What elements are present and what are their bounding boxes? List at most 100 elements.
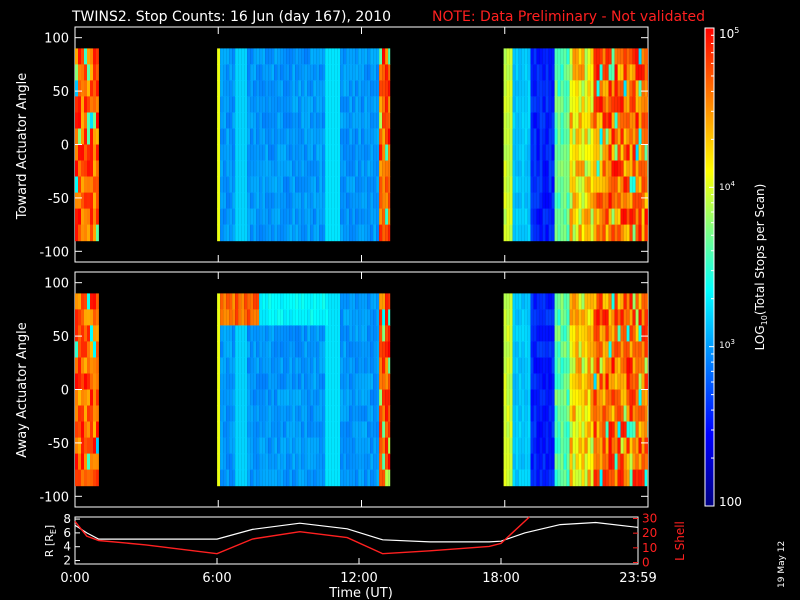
heatmap-cell bbox=[626, 389, 630, 407]
heatmap-cell bbox=[539, 357, 543, 375]
heatmap-cell bbox=[608, 192, 612, 210]
heatmap-cell bbox=[271, 96, 275, 113]
heatmap-cell bbox=[253, 176, 257, 194]
heatmap-cell bbox=[521, 309, 525, 326]
r-tick-label: 6 bbox=[63, 526, 71, 540]
heatmap-cell bbox=[346, 48, 350, 65]
heatmap-cell bbox=[605, 293, 609, 310]
heatmap-cell bbox=[310, 144, 314, 162]
heatmap-cell bbox=[551, 357, 555, 375]
heatmap-cell bbox=[319, 144, 323, 162]
heatmap-cell bbox=[503, 176, 507, 194]
heatmap-cell bbox=[220, 325, 224, 342]
heatmap-cell bbox=[611, 437, 615, 455]
heatmap-cell bbox=[638, 405, 642, 423]
heatmap-cell bbox=[521, 80, 525, 97]
heatmap-cell bbox=[346, 96, 350, 113]
heatmap-cell bbox=[536, 48, 540, 65]
heatmap-cell bbox=[503, 357, 507, 375]
heatmap-cell bbox=[605, 48, 609, 65]
heatmap-cell bbox=[304, 64, 308, 81]
heatmap-cell bbox=[295, 64, 299, 81]
heatmap-cell bbox=[560, 293, 564, 310]
heatmap-cell bbox=[304, 421, 308, 439]
heatmap-cell bbox=[578, 373, 582, 391]
heatmap-cell bbox=[283, 469, 287, 487]
heatmap-cell bbox=[295, 96, 299, 113]
heatmap-cell bbox=[295, 405, 299, 423]
heatmap-cell bbox=[334, 112, 338, 130]
heatmap-cell bbox=[572, 389, 576, 407]
heatmap-cell bbox=[301, 64, 305, 81]
heatmap-cell bbox=[551, 160, 555, 178]
heatmap-cell bbox=[334, 357, 338, 375]
heatmap-cell bbox=[232, 469, 236, 487]
heatmap-cell bbox=[596, 48, 600, 65]
heatmap-cell bbox=[599, 192, 603, 210]
heatmap-cell bbox=[608, 405, 612, 423]
heatmap-cell bbox=[319, 341, 323, 358]
heatmap-cell bbox=[379, 192, 383, 210]
heatmap-cell bbox=[545, 48, 549, 65]
heatmap-cell bbox=[581, 357, 585, 375]
heatmap-cell bbox=[590, 224, 594, 242]
heatmap-cell bbox=[644, 128, 648, 146]
heatmap-cell bbox=[533, 389, 537, 407]
heatmap-cell bbox=[232, 64, 236, 81]
heatmap-cell bbox=[223, 357, 227, 375]
heatmap-cell bbox=[289, 405, 293, 423]
heatmap-cell bbox=[232, 437, 236, 455]
heatmap-cell bbox=[551, 453, 555, 471]
heatmap-cell bbox=[90, 80, 93, 97]
heatmap-cell bbox=[229, 421, 233, 439]
heatmap-cell bbox=[367, 293, 371, 310]
heatmap-cell bbox=[596, 325, 600, 342]
heatmap-cell bbox=[250, 469, 254, 487]
heatmap-cell bbox=[632, 208, 636, 226]
heatmap-cell bbox=[527, 80, 531, 97]
heatmap-cell bbox=[220, 357, 224, 375]
heatmap-cell bbox=[220, 160, 224, 178]
heatmap-cell bbox=[244, 373, 248, 391]
heatmap-cell bbox=[626, 357, 630, 375]
heatmap-cell bbox=[220, 421, 224, 439]
heatmap-cell bbox=[524, 224, 528, 242]
heatmap-cell bbox=[635, 224, 639, 242]
heatmap-cell bbox=[226, 64, 230, 81]
heatmap-cell bbox=[575, 437, 579, 455]
heatmap-cell bbox=[244, 469, 248, 487]
heatmap-cell bbox=[343, 96, 347, 113]
heatmap-cell bbox=[313, 469, 317, 487]
heatmap-cell bbox=[340, 325, 344, 342]
heatmap-cell bbox=[307, 405, 311, 423]
heatmap-cell bbox=[563, 208, 567, 226]
heatmap-cell bbox=[512, 309, 516, 326]
heatmap-cell bbox=[536, 453, 540, 471]
heatmap-cell bbox=[515, 309, 519, 326]
heatmap-cell bbox=[566, 176, 570, 194]
heatmap-cell bbox=[605, 160, 609, 178]
heatmap-cell bbox=[334, 176, 338, 194]
heatmap-cell bbox=[572, 325, 576, 342]
heatmap-cell bbox=[331, 389, 335, 407]
heatmap-cell bbox=[638, 208, 642, 226]
heatmap-cell bbox=[310, 128, 314, 146]
heatmap-cell bbox=[590, 112, 594, 130]
heatmap-cell bbox=[629, 224, 633, 242]
heatmap-cell bbox=[545, 469, 549, 487]
heatmap-cell bbox=[274, 389, 278, 407]
heatmap-cell bbox=[310, 373, 314, 391]
heatmap-cell bbox=[524, 64, 528, 81]
heatmap-cell bbox=[632, 80, 636, 97]
heatmap-cell bbox=[587, 421, 591, 439]
heatmap-cell bbox=[376, 176, 380, 194]
heatmap-cell bbox=[325, 325, 329, 342]
heatmap-cell bbox=[343, 48, 347, 65]
heatmap-cell bbox=[569, 208, 573, 226]
heatmap-cell bbox=[593, 309, 597, 326]
heatmap-cell bbox=[548, 405, 552, 423]
heatmap-cell bbox=[569, 176, 573, 194]
heatmap-cell bbox=[527, 176, 531, 194]
heatmap-cell bbox=[614, 128, 618, 146]
heatmap-cell bbox=[385, 224, 389, 242]
